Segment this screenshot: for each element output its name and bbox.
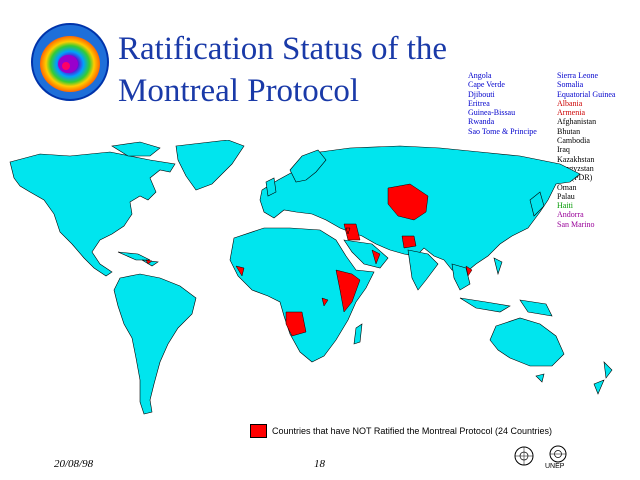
world-map: [9, 140, 613, 415]
un-logos: [514, 445, 567, 466]
country-item: Armenia: [557, 108, 585, 118]
country-item: Bhutan: [557, 126, 581, 136]
legend-swatch: [250, 424, 267, 438]
new-zealand-south: [593, 379, 605, 395]
oman: [371, 249, 381, 265]
afghanistan: [401, 235, 417, 249]
not-ratified-countries: [145, 183, 473, 337]
tasmania: [535, 373, 545, 383]
legend-label: Countries that have NOT Ratified the Mon…: [272, 426, 552, 436]
country-item: Eritrea: [468, 98, 490, 108]
country-item: Sierra Leone: [557, 71, 599, 80]
africa: [229, 227, 375, 363]
cambodia-lao: [465, 265, 473, 277]
new-guinea: [519, 299, 553, 317]
indian-subcontinent: [407, 249, 439, 291]
west-africa: [235, 265, 245, 277]
country-item: Rwanda: [468, 117, 495, 127]
cuba: [117, 251, 151, 261]
scandinavia: [289, 149, 327, 183]
country-item: Somalia: [557, 80, 584, 90]
south-america: [113, 273, 197, 415]
albania-armenia: [345, 227, 351, 235]
country-item: Guinea-Bissau: [468, 108, 516, 118]
haiti: [145, 259, 153, 265]
japan: [529, 191, 545, 217]
philippines: [493, 257, 503, 276]
country-item: Palau: [557, 191, 575, 201]
country-item: Equatorial Guinea: [557, 89, 616, 99]
greenland: [175, 140, 245, 191]
ozone-globe-logo: [31, 23, 109, 101]
footer-date: 20/08/98: [54, 458, 94, 470]
country-item: Djibouti: [468, 89, 495, 99]
country-item: Andorra: [557, 210, 584, 220]
country-item: Cape Verde: [468, 80, 505, 90]
page-title: Ratification Status of the Montreal Prot…: [118, 28, 447, 112]
country-item: Afghanistan: [557, 117, 597, 127]
new-zealand-north: [603, 361, 613, 379]
unep-label: UNEP: [545, 463, 565, 470]
kazakhstan-region: [387, 183, 429, 221]
somalia-djibouti-eritrea: [335, 269, 361, 313]
angola: [285, 311, 307, 337]
legend: Countries that have NOT Ratified the Mon…: [250, 424, 552, 438]
country-item: Kyrgyzstan: [557, 163, 594, 173]
rwanda: [321, 297, 329, 307]
indonesia: [459, 297, 511, 313]
country-list-a: Angola Cape Verde Djibouti Eritrea Guinea-Bi…: [468, 71, 537, 136]
australia: [489, 317, 565, 367]
land-masses: [9, 140, 613, 415]
title-line-2: Montreal Protocol: [118, 73, 360, 109]
country-item: Kazakhstan: [557, 154, 595, 164]
country-item: Albania: [557, 98, 583, 108]
madagascar: [353, 323, 363, 345]
north-america: [9, 151, 176, 277]
footer-page-number: 18: [314, 458, 325, 470]
country-item: Haiti: [557, 201, 573, 211]
country-item: Iraq: [557, 145, 570, 155]
country-item: Sao Tome & Principe: [468, 126, 537, 136]
country-item: San Marino: [557, 219, 595, 229]
indochina: [451, 263, 471, 291]
country-item: Angola: [468, 71, 492, 80]
country-item: Cambodia: [557, 136, 590, 146]
british-isles: [265, 177, 277, 197]
country-item: Oman: [557, 182, 577, 192]
title-line-1: Ratification Status of the: [118, 31, 448, 67]
arctic-islands: [111, 141, 161, 157]
